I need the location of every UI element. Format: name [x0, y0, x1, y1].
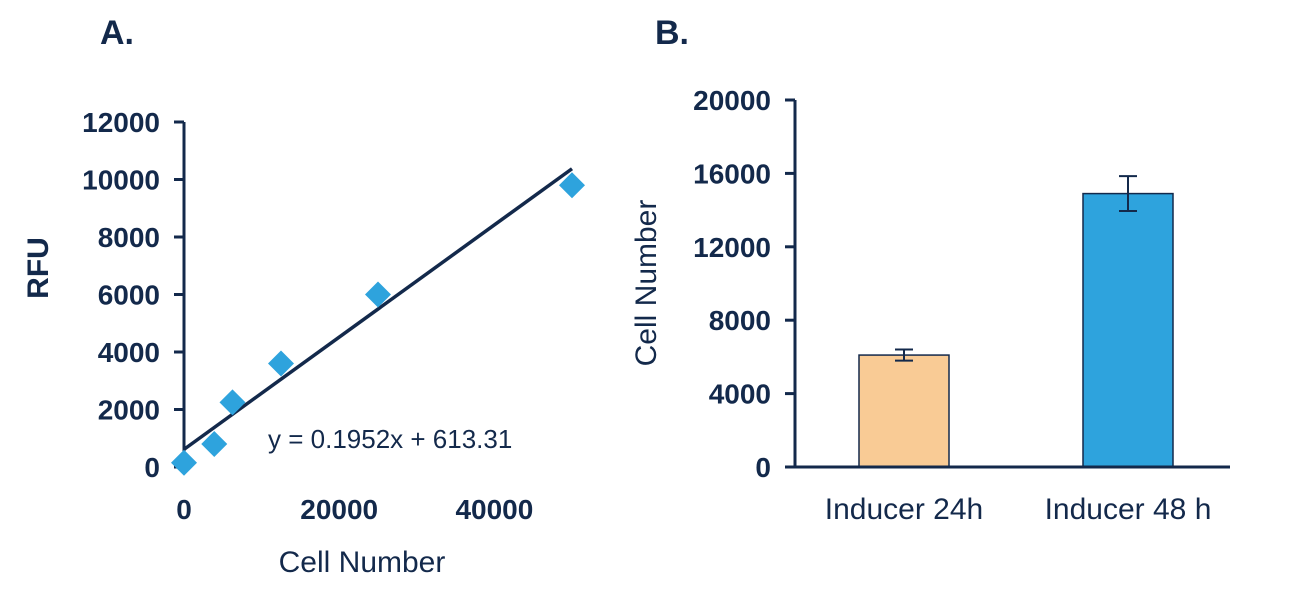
panel-b-y-tick-label: 4000	[709, 379, 771, 410]
panel-b-axes	[793, 100, 1230, 469]
data-point	[219, 389, 246, 416]
panel-b: B. Cell Number Inducer 24h Inducer 48 h 0 4…	[630, 14, 1230, 526]
panel-b-y-axis-title: Cell Number	[630, 200, 663, 367]
panel-a-y-tick-label: 10000	[82, 165, 160, 196]
panel-a-y-tick-label: 0	[144, 452, 160, 483]
panel-b-y-tick-label: 16000	[693, 158, 771, 189]
panel-a-y-tick-label: 4000	[98, 337, 160, 368]
panel-a-x-tick-label: 0	[176, 494, 192, 525]
panel-a: A. RFU Cell Number y = 0.1952x + 613.31 …	[22, 14, 585, 579]
panel-a-y-axis-title: RFU	[22, 237, 55, 299]
data-point	[559, 172, 585, 199]
bar	[858, 354, 950, 468]
panel-a-label: A.	[100, 14, 134, 52]
panel-a-marks	[171, 167, 585, 476]
panel-a-ticks: 0 2000 4000 6000 8000 10000 12000 0 20000 40000	[82, 107, 533, 525]
panel-a-x-tick-label: 40000	[455, 494, 533, 525]
panel-a-y-tick-label: 8000	[98, 222, 160, 253]
panel-b-y-tick-label: 12000	[693, 232, 771, 263]
data-point	[365, 281, 391, 308]
bar	[1082, 192, 1174, 468]
panel-a-y-tick-label: 12000	[82, 107, 160, 138]
data-point	[201, 431, 228, 457]
data-point	[171, 449, 197, 476]
panel-b-category-label: Inducer 48 h	[1045, 493, 1212, 526]
panel-b-category-label: Inducer 24h	[825, 493, 983, 526]
panel-a-x-axis-title: Cell Number	[279, 546, 446, 579]
panel-a-y-tick-label: 2000	[98, 395, 160, 426]
panel-b-y-tick-label: 20000	[693, 85, 771, 116]
panel-a-y-tick-label: 6000	[98, 280, 160, 311]
panel-a-x-tick-label: 20000	[300, 494, 378, 525]
trendline	[182, 167, 574, 451]
panel-b-label: B.	[655, 14, 689, 52]
panel-b-marks	[858, 175, 1174, 468]
trendline-equation: y = 0.1952x + 613.31	[268, 424, 512, 454]
panel-b-y-tick-label: 8000	[709, 305, 771, 336]
panel-b-y-tick-label: 0	[755, 452, 771, 483]
data-point	[268, 350, 294, 377]
panel-b-ticks: Inducer 24h Inducer 48 h 0 4000 8000 12000 160…	[693, 85, 1211, 526]
